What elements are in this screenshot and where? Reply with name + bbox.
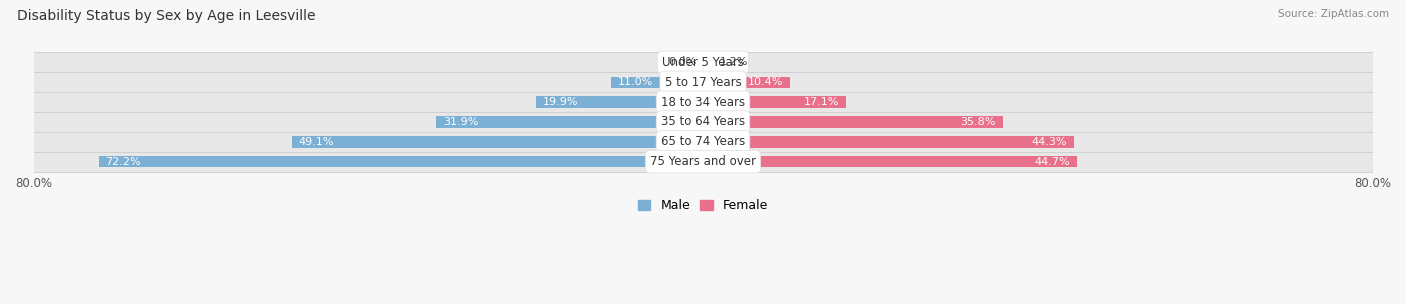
Bar <box>703 156 1077 168</box>
Text: Source: ZipAtlas.com: Source: ZipAtlas.com <box>1278 9 1389 19</box>
Text: 44.7%: 44.7% <box>1035 157 1070 167</box>
Text: 72.2%: 72.2% <box>105 157 141 167</box>
Bar <box>703 116 1002 128</box>
Bar <box>612 77 703 88</box>
Bar <box>34 72 1372 92</box>
Bar <box>436 116 703 128</box>
Text: 17.1%: 17.1% <box>804 97 839 107</box>
Text: 31.9%: 31.9% <box>443 117 478 127</box>
Text: Disability Status by Sex by Age in Leesville: Disability Status by Sex by Age in Leesv… <box>17 9 315 23</box>
Bar <box>703 57 713 68</box>
Bar <box>34 53 1372 72</box>
Text: 0.0%: 0.0% <box>668 57 696 67</box>
Bar <box>703 96 846 108</box>
Text: 11.0%: 11.0% <box>617 77 652 87</box>
Text: 19.9%: 19.9% <box>543 97 579 107</box>
Text: 44.3%: 44.3% <box>1032 137 1067 147</box>
Text: 18 to 34 Years: 18 to 34 Years <box>661 96 745 109</box>
Bar <box>537 96 703 108</box>
Text: 5 to 17 Years: 5 to 17 Years <box>665 76 741 89</box>
Text: 49.1%: 49.1% <box>299 137 335 147</box>
Text: 35 to 64 Years: 35 to 64 Years <box>661 116 745 129</box>
Bar <box>292 136 703 148</box>
Text: 75 Years and over: 75 Years and over <box>650 155 756 168</box>
Text: 65 to 74 Years: 65 to 74 Years <box>661 135 745 148</box>
Legend: Male, Female: Male, Female <box>633 194 773 217</box>
Bar <box>703 136 1074 148</box>
Bar <box>98 156 703 168</box>
Bar <box>34 132 1372 152</box>
Text: Under 5 Years: Under 5 Years <box>662 56 744 69</box>
Text: 35.8%: 35.8% <box>960 117 995 127</box>
Text: 1.2%: 1.2% <box>720 57 748 67</box>
Text: 10.4%: 10.4% <box>748 77 783 87</box>
Bar <box>34 112 1372 132</box>
Bar <box>703 77 790 88</box>
Bar <box>34 92 1372 112</box>
Bar <box>34 152 1372 172</box>
